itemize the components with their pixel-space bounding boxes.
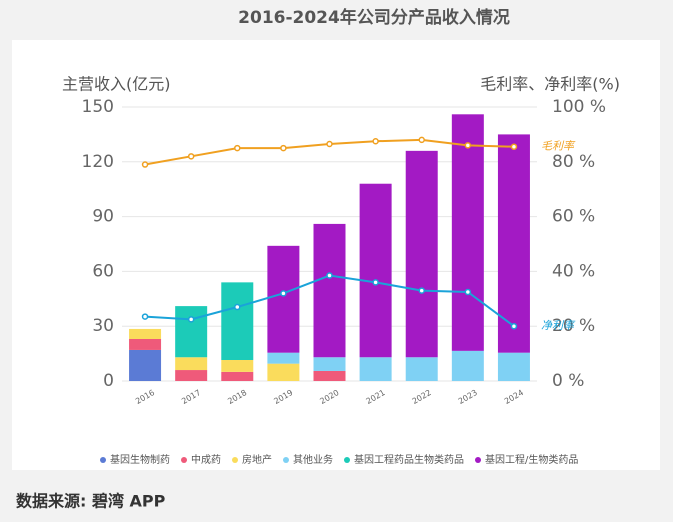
- bar-segment: [497, 352, 530, 381]
- legend-marker: [344, 457, 350, 463]
- line-point: [280, 144, 287, 152]
- bar-segment: [129, 349, 162, 381]
- chart-title: 2016-2024年公司分产品收入情况: [238, 7, 510, 28]
- bar-segment: [267, 245, 300, 353]
- legend-label: 基因工程药品生物类药品: [354, 453, 464, 466]
- y-tick-label: 0: [103, 371, 114, 391]
- y-tick-label: 120: [82, 152, 114, 172]
- legend-label: 中成药: [191, 453, 221, 466]
- bar-segment: [267, 363, 300, 381]
- line-point: [234, 303, 241, 311]
- legend-label: 基因生物制药: [110, 453, 170, 466]
- y2-axis-label: 毛利率、净利率(%): [480, 75, 620, 94]
- line-end-label: 毛利率: [541, 140, 576, 153]
- bar-segment: [175, 357, 208, 371]
- bar-segment: [359, 357, 392, 381]
- bar-segment: [221, 371, 254, 381]
- line-point: [464, 142, 472, 149]
- line-point: [141, 161, 149, 168]
- bar-segment: [267, 352, 300, 364]
- bar-segment: [313, 223, 346, 358]
- line-end-label: 净利率: [541, 319, 576, 332]
- bar-segment: [405, 150, 438, 358]
- line-point: [234, 144, 241, 152]
- y-tick-label: 30: [92, 316, 114, 336]
- legend-marker: [283, 457, 289, 463]
- line-point: [464, 288, 472, 296]
- y2-tick-label: 100 %: [552, 97, 606, 117]
- bar-segment: [221, 359, 254, 372]
- legend-marker: [475, 457, 481, 463]
- y2-tick-label: 40 %: [552, 261, 595, 281]
- line-point: [326, 272, 333, 279]
- bar-segment: [497, 134, 530, 353]
- line-point: [187, 316, 195, 323]
- bar-segment: [405, 357, 438, 381]
- line-point: [326, 140, 333, 148]
- legend-marker: [100, 457, 106, 463]
- y-tick-label: 90: [92, 207, 114, 227]
- legend-marker: [181, 457, 187, 463]
- y-tick-label: 60: [92, 261, 114, 281]
- bar-segment: [359, 183, 392, 358]
- legend-marker: [232, 457, 238, 463]
- bar-segment: [221, 282, 254, 360]
- source: 数据来源: 碧湾 APP: [16, 492, 166, 511]
- bar-segment: [175, 306, 208, 358]
- legend-label: 其他业务: [293, 453, 333, 466]
- legend-label: 基因工程/生物类药品: [485, 453, 578, 466]
- line-point: [280, 290, 287, 297]
- bar-segment: [313, 370, 346, 381]
- line-point: [372, 279, 379, 286]
- y2-tick-label: 0 %: [552, 371, 584, 391]
- line-point: [510, 143, 518, 150]
- line-point: [372, 138, 379, 145]
- line-point: [418, 287, 425, 294]
- y2-tick-label: 20 %: [552, 316, 595, 336]
- y2-tick-label: 60 %: [552, 207, 595, 227]
- line-point: [418, 136, 425, 144]
- y-tick-label: 150: [82, 97, 114, 117]
- y2-tick-label: 80 %: [552, 152, 595, 172]
- bar-segment: [313, 357, 346, 371]
- bar-segment: [129, 328, 162, 339]
- line-point: [510, 322, 518, 330]
- bar-segment: [175, 370, 208, 381]
- bar-segment: [129, 338, 162, 350]
- bar-segment: [451, 350, 484, 381]
- legend-label: 房地产: [242, 453, 272, 466]
- line-point: [141, 313, 149, 320]
- line-point: [187, 153, 195, 160]
- y-axis-label: 主营收入(亿元): [62, 75, 171, 94]
- bar-segment: [451, 114, 484, 351]
